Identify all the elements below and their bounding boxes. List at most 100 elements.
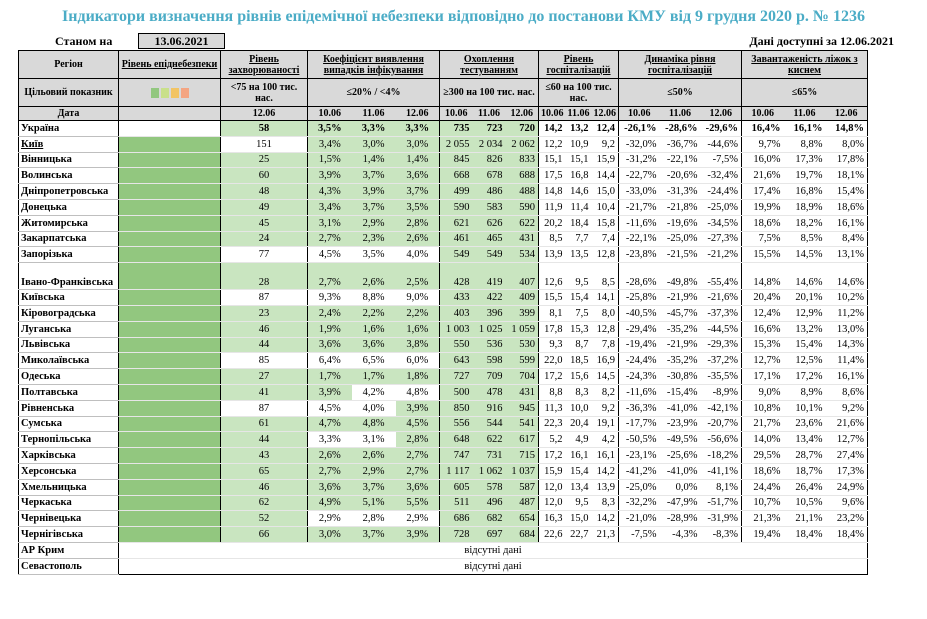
detection-value: 3,5%: [351, 246, 396, 264]
epid-level-cell: [118, 368, 221, 385]
detection-value: 2,2%: [395, 305, 440, 322]
hospitalization-value: 8,0: [591, 305, 619, 322]
detection-value: 3,3%: [307, 431, 352, 449]
table-row: Київ 151 3,4% 3,0% 3,0% 2 055 2 034 2 062 12,2 10…: [18, 136, 868, 153]
hospitalization-value: 21,3: [591, 526, 619, 543]
date-oxy-1: 10.06: [741, 106, 784, 121]
detection-value: 3,4%: [307, 199, 352, 216]
table-row: Житомирська 45 3,1% 2,9% 2,8% 621 626 622 20,2 18…: [18, 215, 868, 232]
hospitalization-value: 8,8: [538, 384, 566, 401]
hosp-dynamics-value: -20,6%: [659, 167, 701, 185]
hosp-dynamics-value: -49,5%: [659, 431, 701, 449]
detection-value: 2,8%: [395, 431, 440, 449]
detection-value: 4,8%: [395, 384, 440, 401]
date-label: Дата: [18, 106, 119, 121]
hospitalization-value: 12,8: [591, 246, 619, 264]
hosp-dynamics-value: -34,5%: [700, 215, 742, 232]
detection-value: 3,0%: [351, 136, 396, 153]
epid-level-cell: [118, 199, 221, 216]
testing-value: 731: [472, 447, 506, 464]
hosp-dynamics-value: -51,7%: [700, 495, 742, 512]
hosp-dynamics-value: -22,1%: [618, 231, 660, 248]
oxygen-value: 8,6%: [825, 384, 868, 401]
date-testing-1: 10.06: [439, 106, 473, 121]
testing-value: 1 003: [439, 321, 473, 338]
epid-level-cell: [118, 289, 221, 306]
oxygen-value: 15,4%: [825, 183, 868, 200]
testing-value: 583: [472, 199, 506, 216]
epid-level-cell: [118, 231, 221, 248]
table-row: Івано-Франківська 28 2,7% 2,6% 2,5% 428 419 407…: [18, 262, 868, 291]
testing-value: 419: [472, 262, 506, 291]
hospitalization-value: 9,2: [591, 400, 619, 417]
testing-value: 686: [439, 510, 473, 528]
table-row: Чернівецька 52 2,9% 2,8% 2,9% 686 682 654 16,3 15…: [18, 510, 868, 528]
hospitalization-value: 4,9: [565, 431, 592, 449]
testing-value: 621: [439, 215, 473, 232]
date-detection-2: 11.06: [351, 106, 396, 121]
detection-value: 3,8%: [395, 337, 440, 354]
oxygen-value: 14,6%: [825, 262, 868, 291]
oxygen-value: 13,1%: [825, 246, 868, 264]
testing-value: 850: [439, 400, 473, 417]
detection-value: 3,6%: [395, 167, 440, 185]
oxygen-value: 17,3%: [825, 463, 868, 480]
oxygen-value: 19,7%: [783, 167, 826, 185]
detection-value: 3,9%: [307, 384, 352, 401]
region-name: Закарпатська: [18, 231, 119, 248]
data-available-note: Дані доступні за 12.06.2021: [749, 34, 894, 48]
detection-value: 3,1%: [307, 215, 352, 232]
hospitalization-value: 12,0: [538, 495, 566, 512]
region-name: Чернівецька: [18, 510, 119, 528]
epid-level-cell: [118, 384, 221, 401]
oxygen-value: 17,4%: [741, 183, 784, 200]
detection-value: 3,7%: [395, 183, 440, 200]
oxygen-value: 10,7%: [741, 495, 784, 512]
oxygen-value: 19,9%: [741, 199, 784, 216]
testing-value: 598: [472, 352, 506, 370]
oxygen-value: 14,8%: [825, 120, 868, 137]
target-incidence: <75 на 100 тис. нас.: [220, 78, 308, 107]
testing-value: 678: [472, 167, 506, 185]
region-name: Львівська: [18, 337, 119, 354]
incidence-value: 87: [220, 289, 308, 306]
testing-value: 544: [472, 416, 506, 433]
hosp-dynamics-value: -24,3%: [618, 368, 660, 385]
region-name: АР Крим: [18, 542, 119, 559]
oxygen-value: 10,5%: [783, 495, 826, 512]
hospitalization-value: 13,5: [565, 246, 592, 264]
detection-value: 3,1%: [351, 431, 396, 449]
testing-value: 747: [439, 447, 473, 464]
testing-value: 599: [505, 352, 539, 370]
incidence-value: 77: [220, 246, 308, 264]
oxygen-value: 21,7%: [741, 416, 784, 433]
epid-level-cell: [118, 167, 221, 185]
hospitalization-value: 16,8: [565, 167, 592, 185]
region-name: Київ: [18, 136, 119, 153]
region-name: Сумська: [18, 416, 119, 433]
oxygen-value: 17,3%: [783, 152, 826, 169]
detection-value: 1,7%: [351, 368, 396, 385]
region-name: Полтавська: [18, 384, 119, 401]
testing-value: 534: [505, 246, 539, 264]
testing-value: 1 037: [505, 463, 539, 480]
hospitalization-value: 15,3: [565, 321, 592, 338]
hospitalization-value: 12,4: [591, 120, 619, 137]
oxygen-value: 10,1%: [783, 400, 826, 417]
oxygen-value: 29,5%: [741, 447, 784, 464]
hospitalization-value: 15,1: [538, 152, 566, 169]
region-name: Хмельницька: [18, 479, 119, 496]
region-name: Донецька: [18, 199, 119, 216]
table-row: Донецька 49 3,4% 3,7% 3,5% 590 583 590 11,9 11,4 1…: [18, 199, 868, 216]
testing-value: 496: [472, 495, 506, 512]
report-title: Індикатори визначення рівнів епідемічної…: [62, 8, 865, 25]
hosp-dynamics-value: -28,9%: [659, 510, 701, 528]
testing-value: 407: [505, 262, 539, 291]
hosp-dynamics-value: -49,8%: [659, 262, 701, 291]
hosp-dynamics-value: -22,1%: [659, 152, 701, 169]
hosp-dynamics-value: -7,5%: [700, 152, 742, 169]
testing-value: 688: [505, 167, 539, 185]
detection-value: 2,7%: [395, 447, 440, 464]
hosp-dynamics-value: -23,1%: [618, 447, 660, 464]
hospitalization-value: 18,5: [565, 352, 592, 370]
